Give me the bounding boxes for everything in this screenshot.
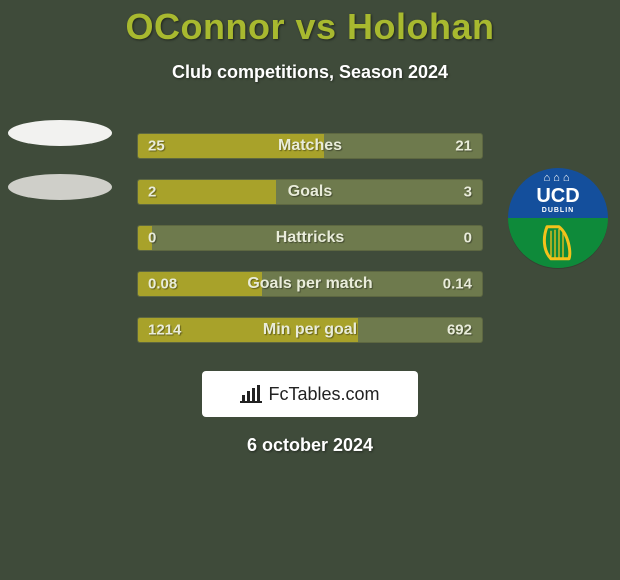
bar-right-value: 0.14 [443, 276, 472, 293]
bar-label: Goals [288, 183, 332, 201]
bar-label: Min per goal [263, 321, 357, 339]
bar-right-value: 0 [464, 230, 472, 247]
bar-label: Matches [278, 137, 342, 155]
stat-row: 0.08 Goals per match 0.14 [0, 261, 620, 307]
stat-row: 0 Hattricks 0 [0, 215, 620, 261]
page-root: OConnor vs Holohan Club competitions, Se… [0, 0, 620, 580]
bar-left-value: 25 [148, 138, 165, 155]
footer-brand[interactable]: FcTables.com [202, 371, 418, 417]
bar-track: 25 Matches 21 [137, 133, 483, 159]
bar-label: Hattricks [276, 229, 344, 247]
stats-chart: 25 Matches 21 2 Goals 3 0 Hattricks 0 [0, 123, 620, 353]
stat-row: 1214 Min per goal 692 [0, 307, 620, 353]
bar-label: Goals per match [247, 275, 372, 293]
bar-left-value: 0.08 [148, 276, 177, 293]
footer-brand-text: FcTables.com [268, 384, 379, 405]
bar-chart-icon [240, 385, 262, 403]
stat-row: 25 Matches 21 [0, 123, 620, 169]
bar-track: 0.08 Goals per match 0.14 [137, 271, 483, 297]
bar-right-value: 692 [447, 322, 472, 339]
bar-track: 0 Hattricks 0 [137, 225, 483, 251]
stat-row: 2 Goals 3 [0, 169, 620, 215]
bar-left-value: 0 [148, 230, 156, 247]
bar-right-value: 3 [464, 184, 472, 201]
bar-track: 2 Goals 3 [137, 179, 483, 205]
page-subtitle: Club competitions, Season 2024 [0, 62, 620, 83]
page-title: OConnor vs Holohan [0, 0, 620, 48]
bar-left-value: 2 [148, 184, 156, 201]
bar-track: 1214 Min per goal 692 [137, 317, 483, 343]
bar-left-value: 1214 [148, 322, 181, 339]
footer-date: 6 october 2024 [0, 435, 620, 456]
bar-fill [138, 180, 276, 204]
bar-right-value: 21 [455, 138, 472, 155]
